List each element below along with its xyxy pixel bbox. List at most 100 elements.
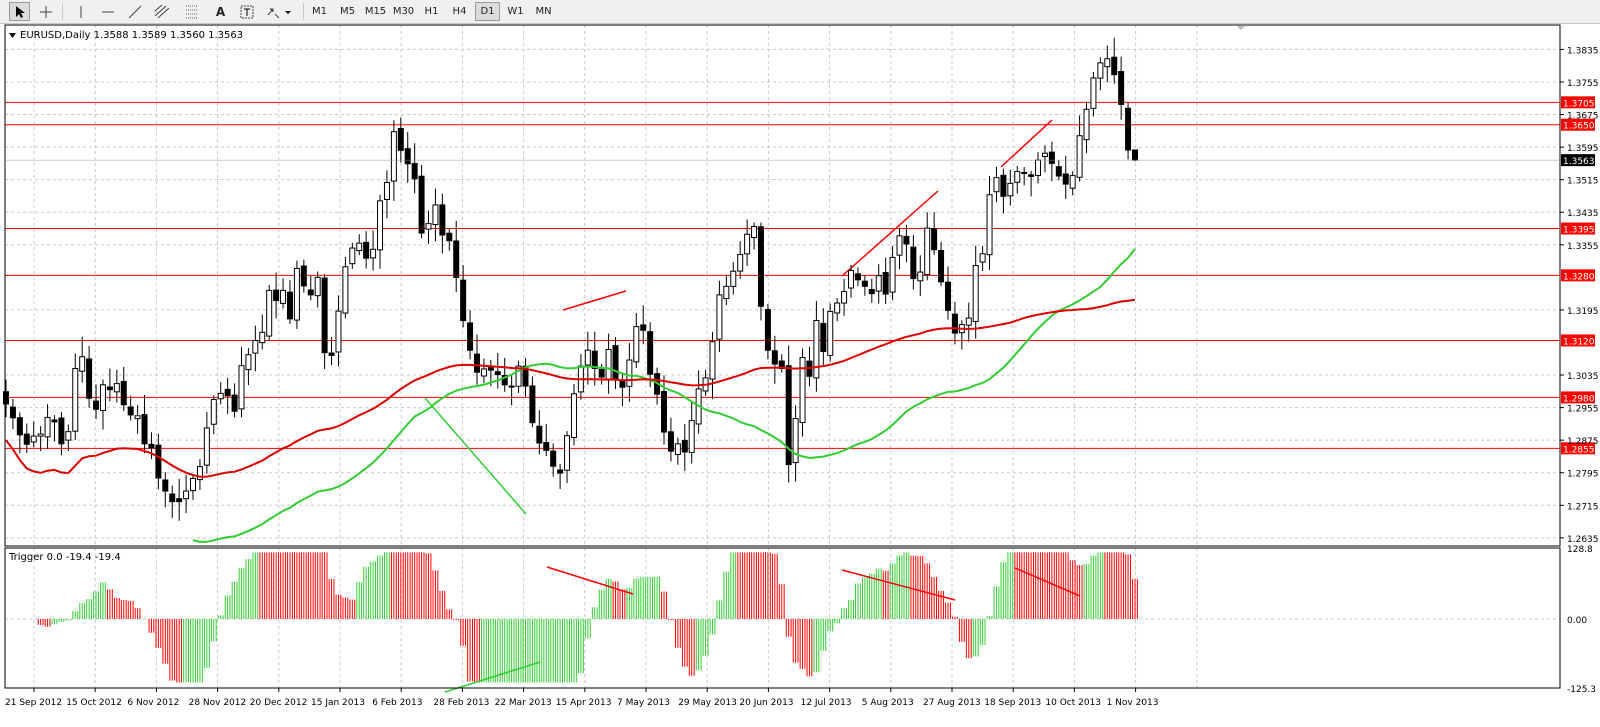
chart-shift-marker[interactable]	[1237, 26, 1245, 30]
candle-body	[896, 235, 903, 256]
candle-body	[834, 302, 841, 314]
candle-body	[931, 227, 938, 251]
candle-body	[79, 356, 86, 372]
price-tick-label: 1.2875	[1567, 437, 1599, 447]
date-tick-label: 29 May 2013	[678, 698, 737, 708]
date-tick-label: 10 Oct 2013	[1045, 698, 1101, 708]
price-tick-label: 1.3515	[1567, 177, 1599, 187]
candle-body	[1069, 175, 1076, 189]
trendline[interactable]	[562, 290, 627, 311]
price-tick-label: 1.2795	[1567, 470, 1599, 480]
trendline[interactable]	[1000, 119, 1053, 168]
level-price-label: 1.3395	[1563, 226, 1595, 236]
candle-body	[203, 427, 210, 466]
timeframe-m5-button[interactable]: M5	[340, 6, 355, 17]
timeframe-m1-button[interactable]: M1	[312, 6, 327, 17]
candle-body	[363, 241, 370, 259]
candle-body	[854, 273, 861, 281]
candle-body	[861, 280, 868, 287]
chart-toolbar: A M1 M5 M15 M30 H1 H4 D1 W1 MN	[0, 0, 1600, 24]
crosshair-tool-button[interactable]	[35, 2, 56, 21]
trendline-icon	[128, 5, 141, 18]
candle-body	[848, 269, 855, 289]
candle-body	[23, 433, 30, 445]
arrows-menu-button[interactable]	[263, 2, 295, 21]
timeframe-h4-button[interactable]: H4	[452, 6, 467, 17]
text-tool-button[interactable]: A	[211, 2, 230, 21]
candle-body	[460, 279, 467, 322]
equidistant-channel-tool-button[interactable]	[151, 2, 175, 21]
cursor-tool-button[interactable]	[9, 2, 30, 21]
trendline[interactable]	[841, 190, 939, 277]
moving-average-fast[interactable]	[192, 248, 1136, 543]
channel-icon	[154, 4, 170, 18]
candle-body	[280, 289, 287, 304]
candle-body	[446, 232, 453, 242]
candle-body	[16, 417, 23, 436]
candle-body	[411, 162, 418, 180]
candle-body	[58, 417, 65, 445]
candle-body	[148, 443, 155, 449]
candle-body	[65, 431, 72, 441]
indicator-trendline[interactable]	[444, 661, 541, 693]
indicator-trendline[interactable]	[1014, 567, 1081, 597]
indicator-trendline[interactable]	[841, 569, 956, 601]
level-price-label-bg	[1561, 391, 1595, 404]
candle-body	[1090, 77, 1097, 109]
candle-body	[196, 466, 203, 481]
moving-averages	[5, 248, 1136, 543]
timeframe-mn-button[interactable]: MN	[535, 6, 552, 17]
candle-body	[972, 265, 979, 322]
candle-body	[557, 469, 564, 474]
fibonacci-icon	[186, 5, 198, 18]
date-tick-label: 28 Nov 2012	[189, 698, 247, 708]
candle-body	[951, 313, 958, 334]
candle-body	[626, 359, 633, 387]
candle-body	[190, 477, 197, 492]
candle-body	[993, 177, 1000, 193]
candle-body	[349, 247, 356, 265]
candle-body	[1014, 171, 1021, 183]
candle-body	[480, 368, 487, 377]
symbol-dropdown-icon[interactable]	[9, 33, 16, 38]
timeframe-m15-button[interactable]: M15	[364, 6, 387, 17]
candle-body	[397, 128, 404, 151]
candle-body	[529, 385, 536, 424]
candle-body	[944, 281, 951, 311]
candle-body	[252, 339, 259, 354]
timeframe-m30-button[interactable]: M30	[392, 6, 415, 17]
horizontal-line-tool-button[interactable]	[97, 2, 118, 21]
arrow-cursor-icon	[15, 5, 25, 18]
candle-body	[1055, 166, 1062, 177]
price-chart[interactable]: 1.3705 1.3650 1.3395 1.3280 1.3120 1.2980 1.28…	[0, 24, 1600, 727]
vertical-line-tool-button[interactable]	[70, 2, 91, 21]
timeframe-w1-button[interactable]: W1	[507, 6, 524, 17]
candle-body	[799, 357, 806, 424]
text-label-tool-button[interactable]	[236, 2, 257, 21]
price-tick-label: 1.3035	[1567, 372, 1599, 382]
indicator-trendline[interactable]	[546, 566, 634, 595]
candle-body	[744, 233, 751, 255]
trendline-tool-button[interactable]	[124, 2, 145, 21]
candle-body	[1118, 71, 1125, 105]
candle-body	[370, 248, 377, 259]
trendline[interactable]	[424, 397, 527, 515]
candle-body	[72, 368, 79, 432]
fibonacci-tool-button[interactable]	[181, 2, 205, 21]
candle-body	[224, 388, 231, 397]
candle-body	[44, 416, 51, 438]
level-price-label-bg	[1561, 442, 1595, 455]
candle-body	[134, 415, 141, 420]
price-tick-label: 1.3435	[1567, 209, 1599, 219]
candle-body	[210, 398, 217, 425]
indicator-trendlines	[444, 566, 1081, 693]
candle-body	[321, 277, 328, 354]
date-tick-label: 27 Aug 2013	[923, 698, 981, 708]
date-tick-label: 21 Sep 2012	[5, 698, 62, 708]
timeframe-h1-button[interactable]: H1	[424, 6, 439, 17]
moving-average-slow[interactable]	[5, 298, 1136, 478]
date-tick-label: 15 Jan 2013	[311, 698, 365, 708]
candle-body	[1041, 152, 1048, 157]
candle-body	[986, 194, 993, 256]
timeframe-d1-button[interactable]: D1	[475, 2, 500, 21]
